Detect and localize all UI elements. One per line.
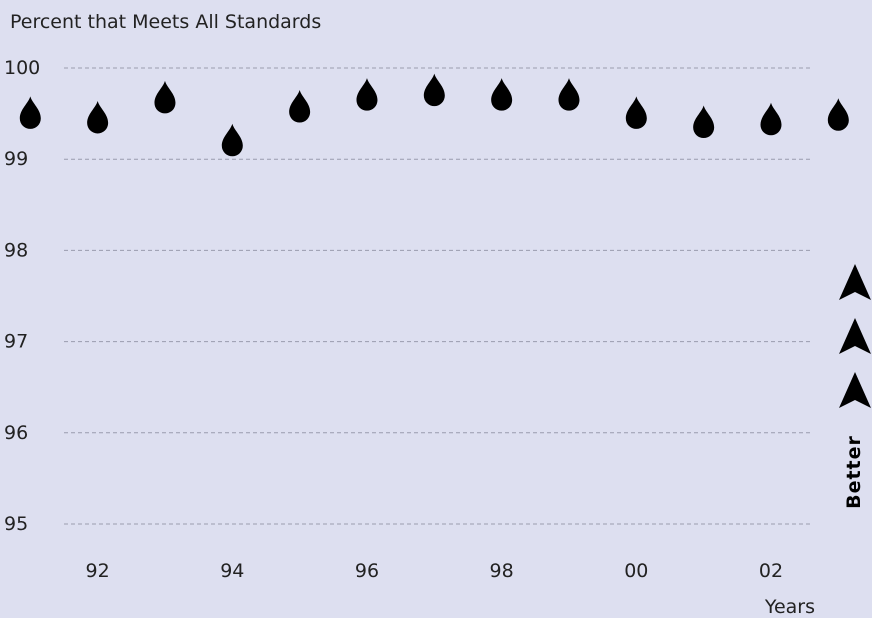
x-tick-label: 02 (759, 560, 783, 582)
data-point-drop-icon (289, 90, 311, 123)
y-tick-label: 96 (4, 422, 28, 444)
data-point-drop-icon (221, 123, 243, 157)
chart-title: Percent that Meets All Standards (10, 11, 321, 33)
arrowhead-up-icon (839, 372, 871, 408)
data-point-drop-icon (625, 96, 647, 129)
better-indicator: Better (839, 264, 871, 509)
better-label: Better (843, 435, 865, 509)
y-tick-label: 100 (4, 57, 40, 79)
x-axis-label: Years (764, 596, 815, 618)
x-tick-label: 98 (490, 560, 514, 582)
arrowhead-up-icon (839, 318, 871, 354)
x-axis-ticks: 92 94 96 98 00 02 (86, 560, 784, 582)
data-point-drop-icon (356, 78, 378, 111)
arrowhead-up-icon (839, 264, 871, 300)
x-tick-label: 00 (624, 560, 648, 582)
x-tick-label: 96 (355, 560, 379, 582)
data-point-drop-icon (87, 100, 109, 134)
data-point-drop-icon (827, 98, 849, 131)
x-tick-label: 92 (86, 560, 110, 582)
data-point-drop-icon (19, 96, 41, 129)
data-point-drop-icon (760, 102, 782, 136)
data-point-drop-icon (154, 80, 176, 114)
y-axis-ticks: 95 96 97 98 99 100 (4, 57, 40, 535)
y-tick-label: 97 (4, 331, 28, 353)
x-tick-label: 94 (220, 560, 244, 582)
y-tick-label: 99 (4, 148, 28, 170)
data-point-drop-icon (693, 105, 715, 139)
data-point-drop-icon (558, 78, 580, 111)
data-point-drop-icon (423, 73, 445, 107)
y-tick-label: 95 (4, 513, 28, 535)
y-tick-label: 98 (4, 239, 28, 261)
data-point-drop-icon (491, 78, 513, 111)
data-points (19, 73, 849, 157)
grid-lines (64, 67, 810, 525)
